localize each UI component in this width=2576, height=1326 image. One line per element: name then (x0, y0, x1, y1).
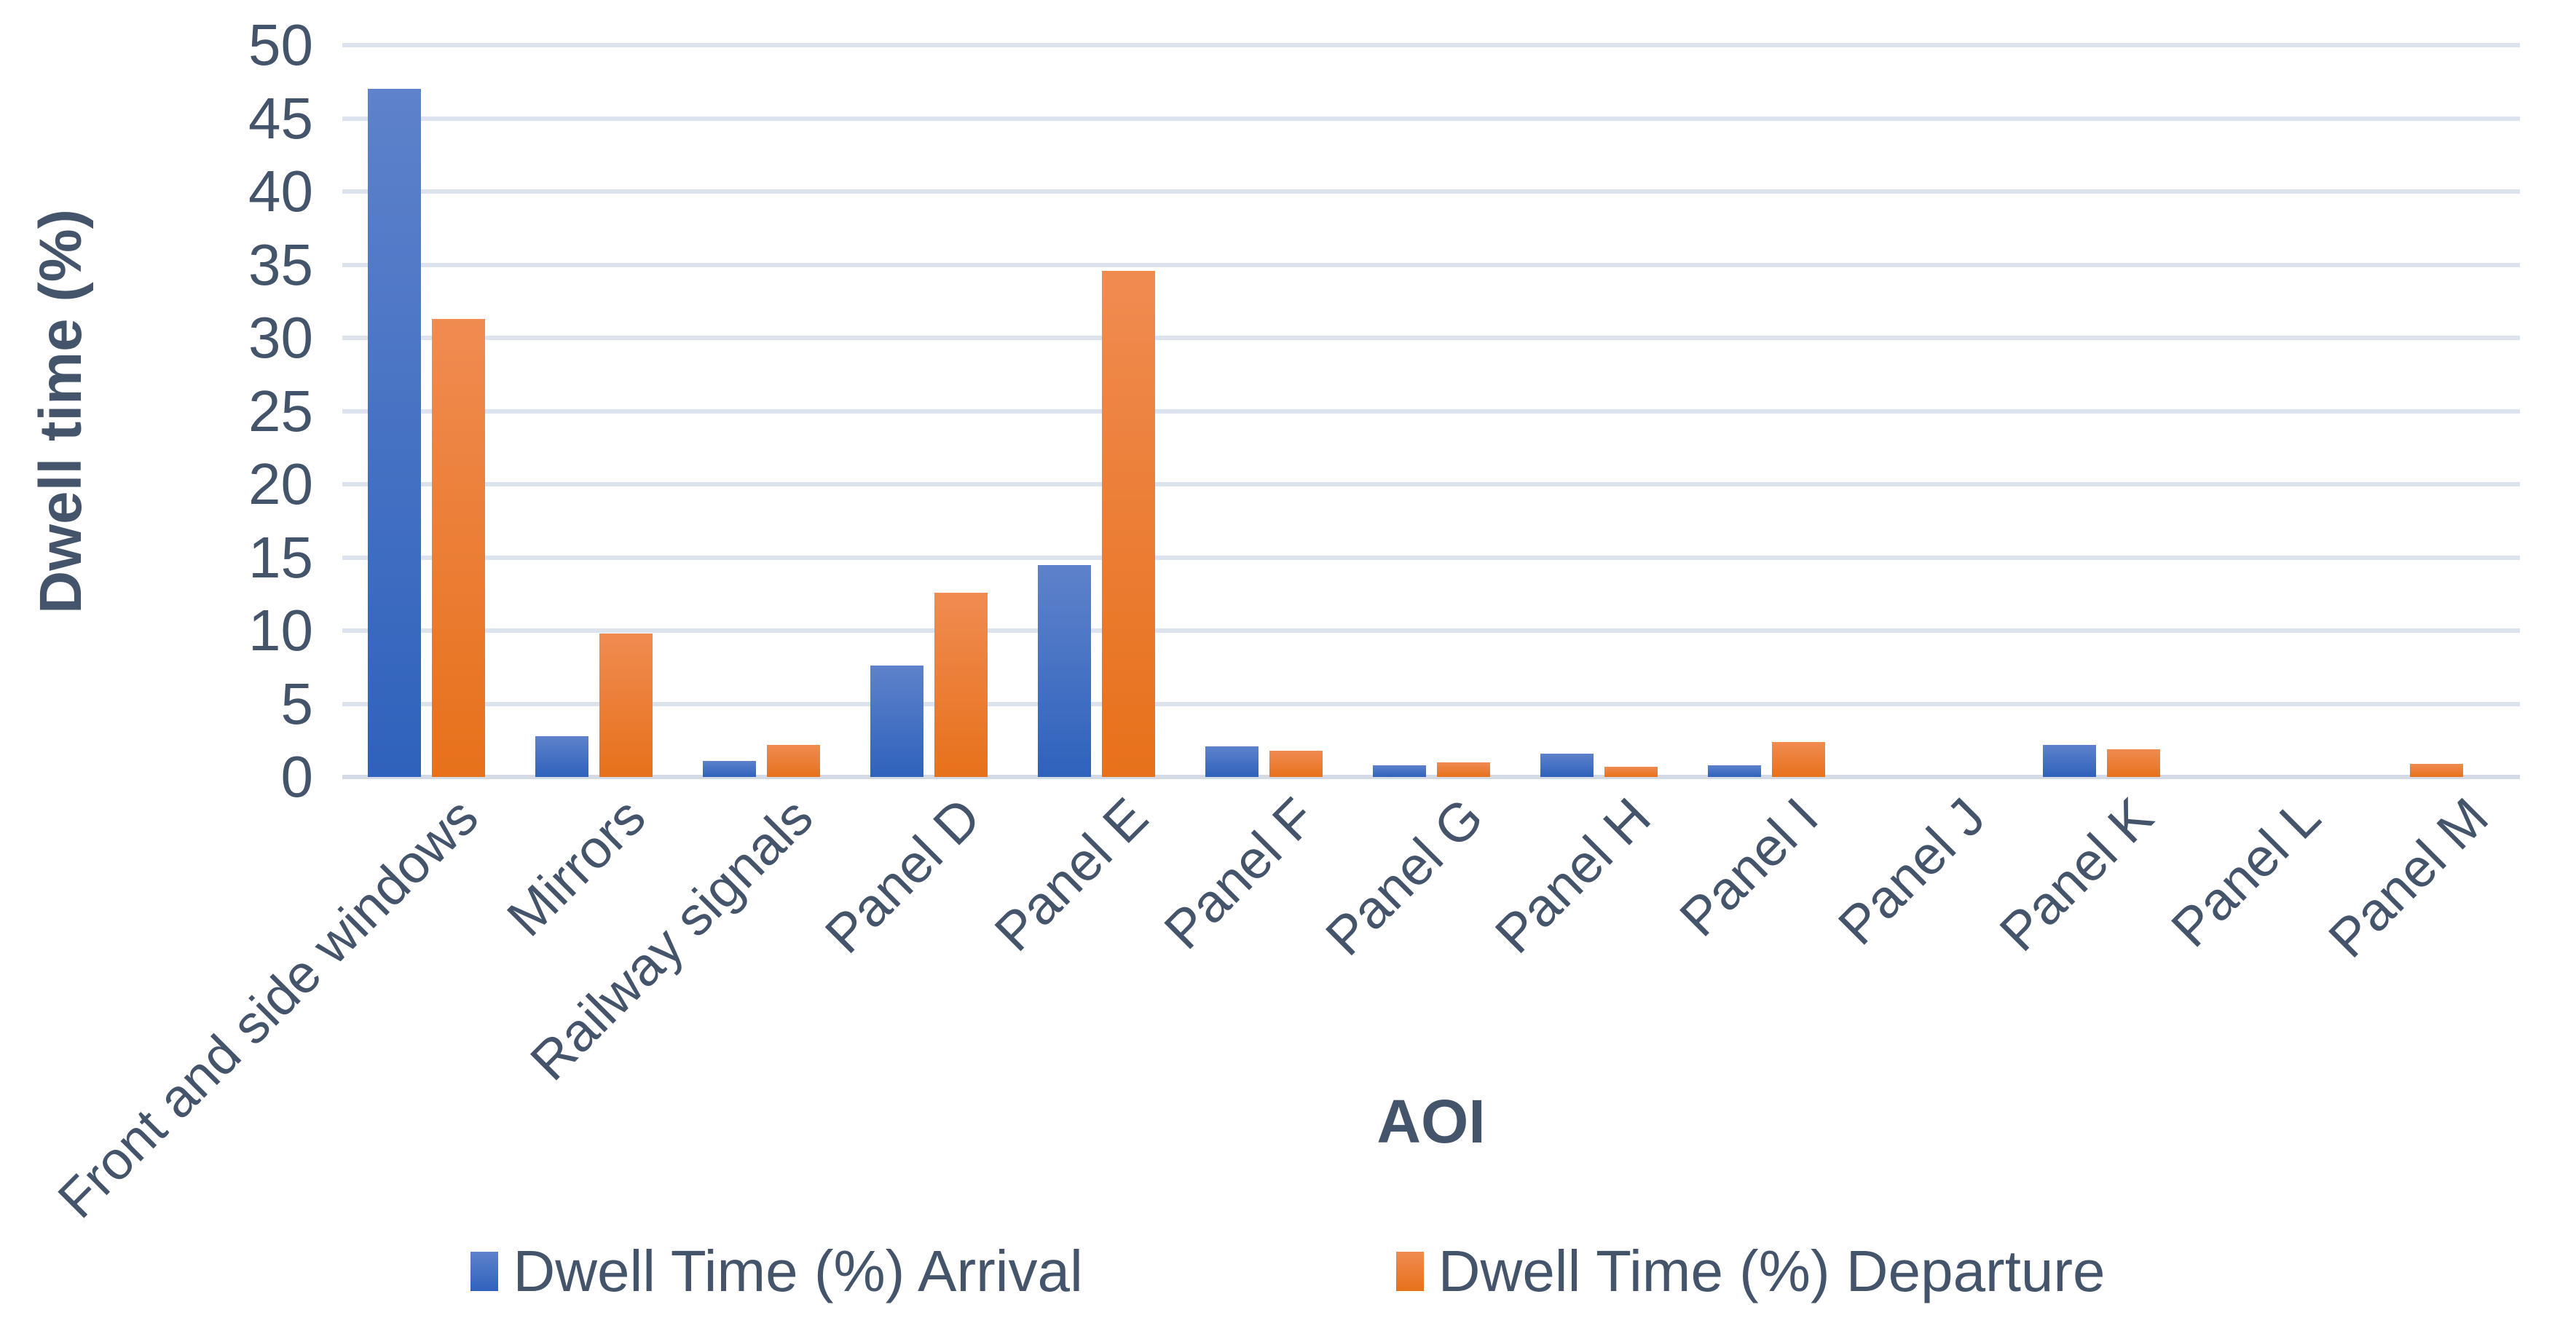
bar-departure-panel-e (1101, 270, 1155, 777)
category-group-front-and-side-windows (342, 45, 510, 777)
legend-label: Dwell Time (%) Arrival (513, 1239, 1083, 1303)
x-category-label-panel-g: Panel G (1313, 786, 1494, 967)
y-tick-label: 30 (248, 305, 313, 370)
bar-departure-panel-k (2106, 749, 2160, 777)
bar-departure-front-and-side-windows (431, 318, 485, 777)
x-category-label-panel-j: Panel J (1827, 786, 1997, 957)
legend-label: Dwell Time (%) Departure (1438, 1239, 2106, 1303)
x-category-label-mirrors: Mirrors (495, 786, 657, 948)
bar-arrival-panel-k (2042, 744, 2096, 777)
y-axis-title: Dwell time (%) (17, 45, 105, 777)
y-axis-tick-labels: 0 5 10 15 20 25 30 35 40 45 50 (168, 16, 314, 806)
category-group-mirrors (510, 45, 677, 777)
gridline (342, 262, 2520, 267)
bar-departure-panel-g (1436, 762, 1490, 777)
bar-departure-panel-m (2409, 763, 2463, 777)
y-tick-label: 40 (248, 159, 313, 224)
bar-departure-panel-d (934, 592, 988, 777)
category-group-panel-j (1850, 45, 2017, 777)
bar-arrival-panel-f (1205, 746, 1259, 777)
bar-series-container (342, 45, 2520, 777)
bar-arrival-panel-e (1037, 564, 1091, 777)
x-axis-title: AOI (1376, 1087, 1486, 1156)
bar-arrival-front-and-side-windows (367, 89, 421, 777)
category-group-panel-m (2352, 45, 2520, 777)
gridline (342, 555, 2520, 560)
category-group-panel-e (1012, 45, 1180, 777)
x-category-label-panel-l: Panel L (2159, 786, 2332, 959)
x-category-label-panel-k: Panel K (1988, 786, 2165, 963)
bar-arrival-mirrors (535, 735, 588, 777)
legend-swatch-icon (470, 1252, 499, 1291)
gridline (342, 628, 2520, 633)
y-tick-label: 10 (248, 598, 313, 663)
x-axis-baseline (342, 775, 2520, 779)
bar-arrival-panel-g (1372, 765, 1426, 777)
gridline (342, 189, 2520, 194)
legend-item-dwell-time-arrival: Dwell Time (%) Arrival (470, 1239, 1083, 1303)
category-group-railway-signals (677, 45, 845, 777)
bar-arrival-panel-h (1540, 753, 1594, 777)
category-group-panel-f (1180, 45, 1347, 777)
legend-swatch-icon (1395, 1252, 1424, 1291)
plot-area (342, 43, 2520, 779)
x-category-label-panel-h: Panel H (1483, 786, 1662, 965)
y-tick-label: 45 (248, 85, 313, 151)
gridline (342, 701, 2520, 706)
category-group-panel-h (1515, 45, 1682, 777)
category-group-panel-i (1682, 45, 1850, 777)
bar-arrival-panel-i (1707, 765, 1761, 777)
bar-arrival-railway-signals (702, 760, 756, 777)
category-group-panel-k (2017, 45, 2185, 777)
category-group-panel-g (1347, 45, 1515, 777)
bar-departure-panel-i (1771, 741, 1825, 777)
x-category-label-panel-m: Panel M (2316, 786, 2500, 969)
y-tick-label: 50 (248, 12, 313, 77)
gridline (342, 116, 2520, 121)
category-group-panel-d (845, 45, 1012, 777)
category-group-panel-l (2185, 45, 2352, 777)
gridline (342, 482, 2520, 486)
bar-departure-panel-h (1604, 766, 1658, 777)
x-category-label-front-and-side-windows: Front and side windows (46, 786, 489, 1230)
x-category-label-panel-e: Panel E (982, 786, 1159, 963)
bar-arrival-panel-d (870, 666, 923, 777)
y-tick-label: 25 (248, 378, 313, 443)
bar-departure-panel-f (1269, 750, 1323, 777)
y-tick-label: 35 (248, 232, 313, 297)
gridline (342, 409, 2520, 414)
y-tick-label: 15 (248, 524, 313, 590)
y-tick-label: 20 (248, 451, 313, 516)
bar-departure-mirrors (599, 634, 653, 777)
legend-item-dwell-time-departure: Dwell Time (%) Departure (1395, 1239, 2106, 1303)
chart-legend: Dwell Time (%) Arrival Dwell Time (%) Dep… (0, 1242, 2576, 1301)
bar-departure-railway-signals (766, 744, 820, 777)
x-category-label-panel-f: Panel F (1152, 786, 1327, 960)
gridline (342, 336, 2520, 340)
y-tick-label: 5 (280, 671, 314, 736)
y-axis-title-text: Dwell time (%) (28, 208, 94, 614)
y-tick-label: 0 (280, 744, 314, 809)
x-category-label-panel-d: Panel D (813, 786, 992, 965)
gridline (342, 43, 2520, 47)
x-category-label-panel-i: Panel I (1667, 786, 1829, 948)
